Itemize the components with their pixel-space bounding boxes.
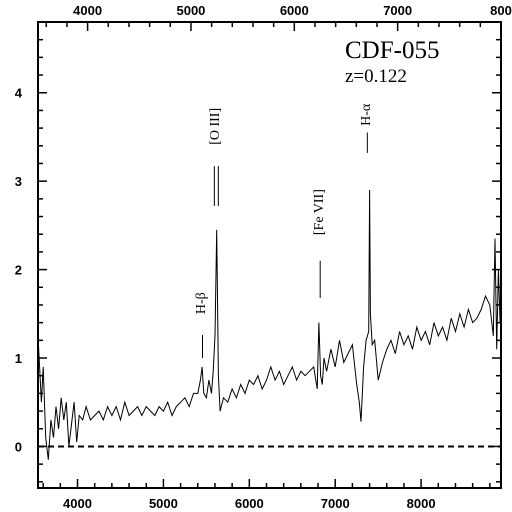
top-tick-label: 800: [490, 3, 512, 18]
y-tick-label: 3: [15, 174, 22, 189]
top-tick-label: 5000: [176, 3, 205, 18]
bottom-tick-label: 8000: [407, 496, 436, 511]
chart-subtitle: z=0.122: [345, 66, 407, 87]
chart-title: CDF-055: [345, 37, 439, 64]
top-tick-label: 4000: [73, 3, 102, 18]
bottom-tick-label: 7000: [321, 496, 350, 511]
y-tick-label: 0: [15, 439, 22, 454]
y-tick-label: 2: [15, 263, 22, 278]
bottom-tick-label: 5000: [149, 496, 178, 511]
top-tick-label: 6000: [280, 3, 309, 18]
bottom-tick-label: 4000: [63, 496, 92, 511]
bottom-tick-label: 6000: [235, 496, 264, 511]
plot-frame: [37, 21, 502, 489]
emission-line-label: H-α: [359, 103, 374, 126]
y-tick-label: 1: [15, 351, 22, 366]
top-tick-label: 7000: [383, 3, 412, 18]
emission-line-label: H-β: [194, 292, 209, 314]
y-tick-label: 4: [15, 86, 23, 101]
emission-line-label: [O III]: [208, 108, 223, 145]
emission-line-label: [Fe VII]: [312, 189, 327, 235]
spectrum-series-line: [37, 189, 501, 460]
